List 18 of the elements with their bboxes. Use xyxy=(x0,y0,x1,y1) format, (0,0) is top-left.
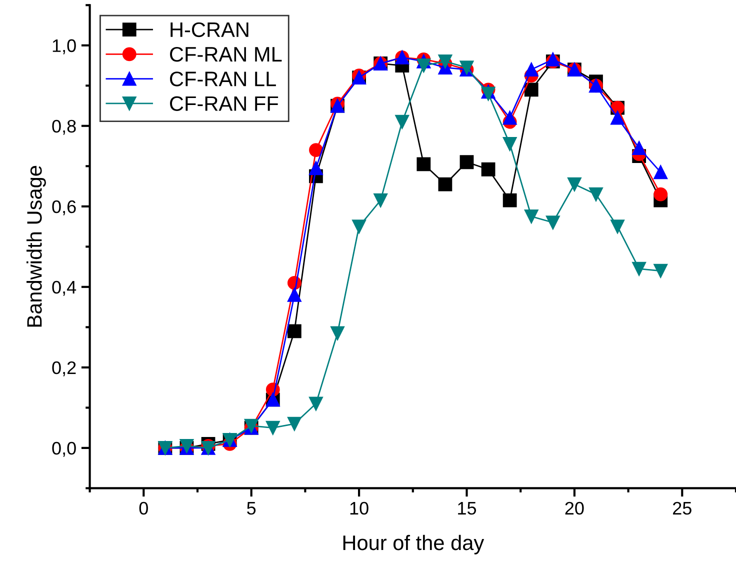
y-axis-title: Bandwidth Usage xyxy=(26,166,46,327)
y-tick-label: 0,4 xyxy=(52,280,76,296)
legend-label: CF-RAN FF xyxy=(170,96,278,111)
y-tick-label: 0,0 xyxy=(52,442,76,457)
x-tick-label: 15 xyxy=(458,502,476,515)
legend-label: CF-RAN LL xyxy=(170,72,276,86)
y-tick-label: 1,0 xyxy=(52,39,76,54)
x-tick-label: 5 xyxy=(247,502,256,515)
legend-label: CF-RAN ML xyxy=(170,46,282,62)
y-tick-label: 0,2 xyxy=(52,361,76,376)
x-tick-label: 20 xyxy=(565,502,584,515)
x-tick-label: 25 xyxy=(673,502,692,515)
y-tick-label: 0,8 xyxy=(52,120,76,135)
x-tick-label: 0 xyxy=(139,502,148,515)
y-tick-label: 0,6 xyxy=(52,200,76,216)
x-axis-title: Hour of the day xyxy=(343,534,484,554)
legend-label: H-CRAN xyxy=(170,22,248,38)
x-tick-label: 10 xyxy=(350,502,368,515)
